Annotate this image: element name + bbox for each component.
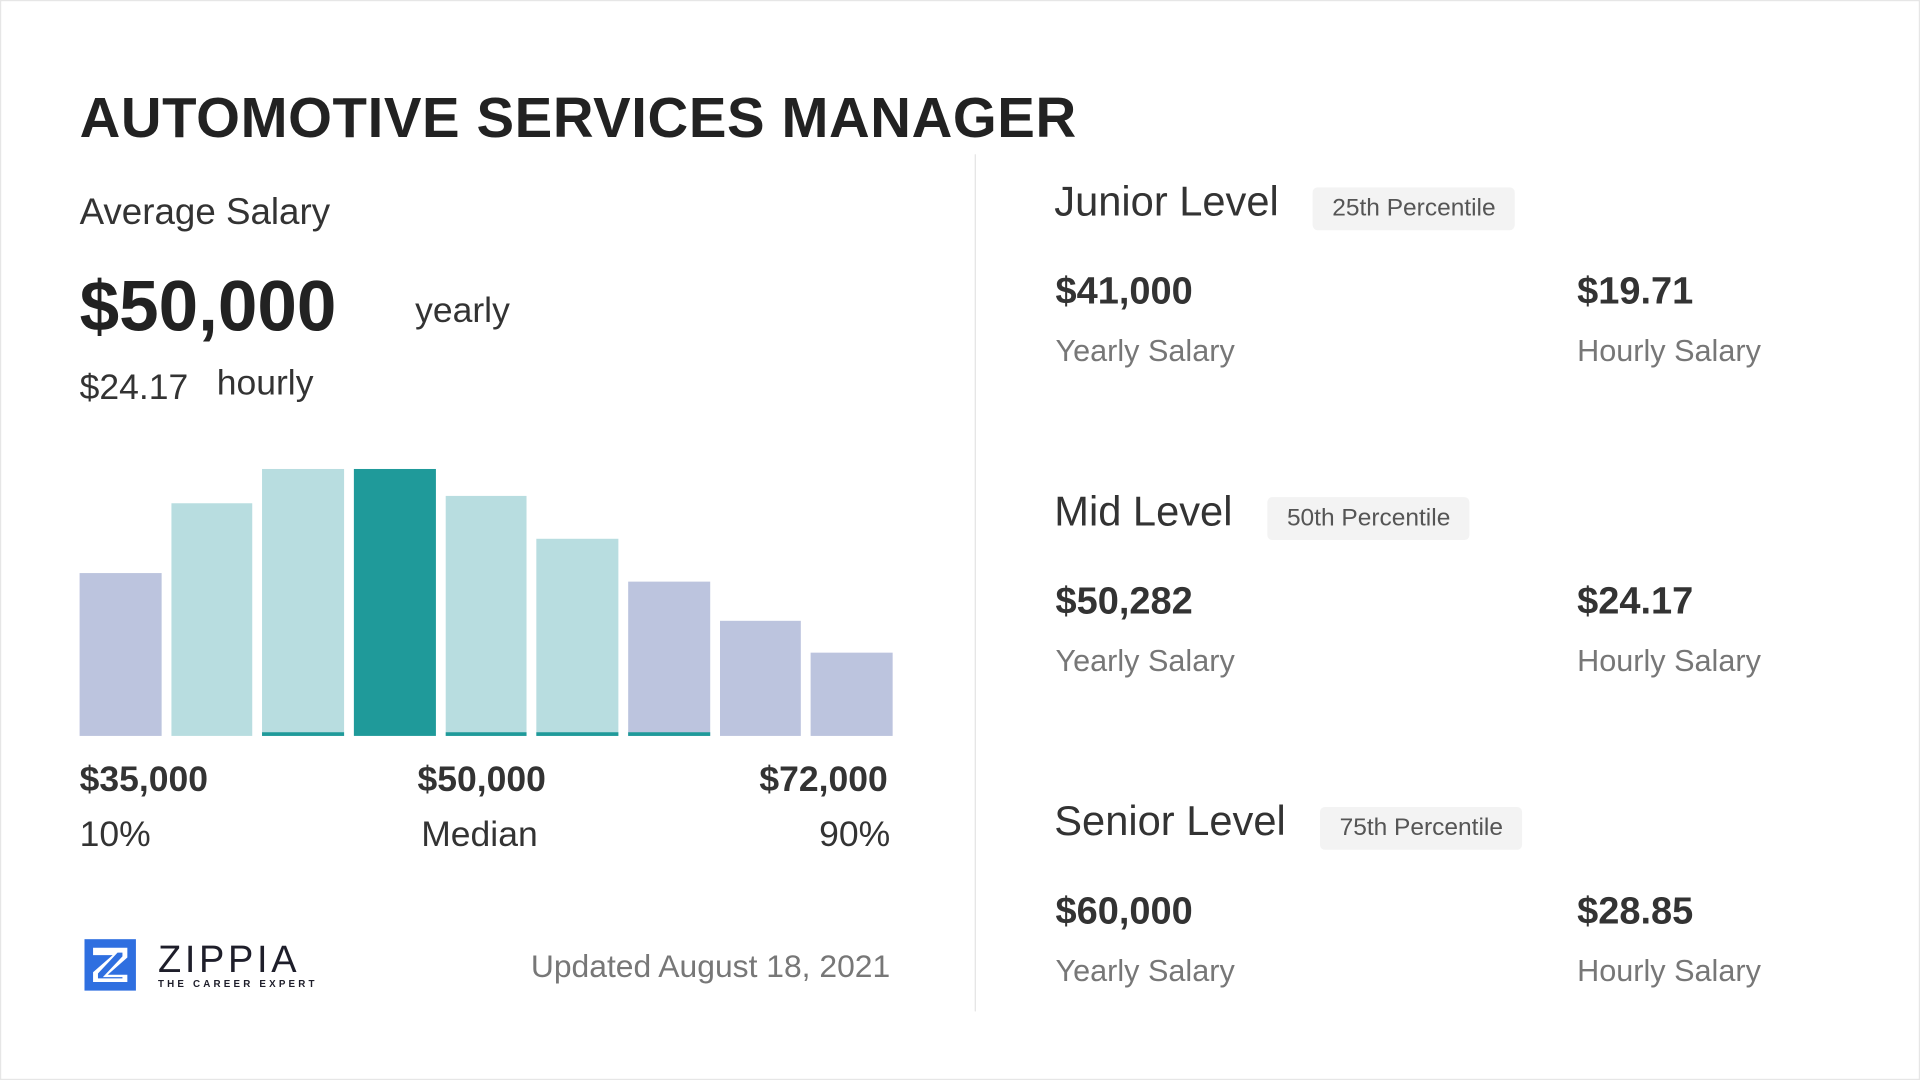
tick-value-median: $50,000 bbox=[417, 760, 546, 800]
tick-label-low: 10% bbox=[79, 815, 151, 855]
level-name: Junior Level bbox=[1054, 178, 1279, 226]
percentile-badge: 75th Percentile bbox=[1320, 806, 1523, 850]
percentile-badge: 25th Percentile bbox=[1312, 187, 1516, 231]
histogram-bar bbox=[628, 581, 710, 736]
divider bbox=[974, 154, 976, 1012]
histogram-bar-median bbox=[353, 468, 436, 736]
average-yearly-value: $50,000 bbox=[79, 266, 337, 347]
bar-underline bbox=[536, 732, 619, 736]
page-title: AUTOMOTIVE SERVICES MANAGER bbox=[79, 85, 1077, 150]
hourly-salary-value: $19.71 bbox=[1577, 269, 1694, 313]
histogram-bar bbox=[262, 468, 345, 736]
average-salary-label: Average Salary bbox=[79, 192, 331, 233]
histogram-bar bbox=[719, 621, 802, 736]
percentile-badge: 50th Percentile bbox=[1267, 497, 1470, 541]
level-name: Senior Level bbox=[1054, 798, 1286, 845]
average-yearly-unit: yearly bbox=[415, 291, 510, 331]
yearly-salary-value: $50,282 bbox=[1055, 579, 1193, 623]
hourly-salary-label: Hourly Salary bbox=[1577, 334, 1761, 369]
histogram-bar bbox=[536, 538, 619, 736]
yearly-salary-value: $60,000 bbox=[1055, 888, 1193, 932]
yearly-salary-label: Yearly Salary bbox=[1055, 334, 1235, 369]
tick-value-low: $35,000 bbox=[79, 760, 208, 800]
bar-underline bbox=[445, 732, 527, 736]
hourly-salary-label: Hourly Salary bbox=[1577, 644, 1761, 679]
hourly-salary-value: $24.17 bbox=[1577, 579, 1694, 623]
bar-underline bbox=[628, 732, 710, 736]
hourly-salary-value: $28.85 bbox=[1577, 888, 1694, 932]
zippia-logo[interactable]: ZIPPIA THE CAREER EXPERT bbox=[83, 937, 314, 994]
histogram-bar bbox=[79, 573, 162, 736]
level-name: Mid Level bbox=[1054, 488, 1233, 536]
bar-underline bbox=[262, 732, 345, 736]
zippia-logo-icon bbox=[84, 939, 136, 991]
yearly-salary-label: Yearly Salary bbox=[1055, 644, 1235, 679]
hourly-salary-label: Hourly Salary bbox=[1577, 953, 1761, 989]
average-hourly-unit: hourly bbox=[216, 363, 314, 403]
yearly-salary-label: Yearly Salary bbox=[1055, 953, 1235, 989]
logo-name: ZIPPIA bbox=[157, 937, 301, 981]
yearly-salary-value: $41,000 bbox=[1055, 269, 1193, 313]
histogram-bar bbox=[171, 503, 253, 736]
histogram-bar bbox=[811, 653, 893, 736]
tick-label-high: 90% bbox=[819, 815, 891, 855]
tick-label-median: Median bbox=[421, 815, 538, 855]
logo-tagline: THE CAREER EXPERT bbox=[157, 978, 318, 990]
histogram-bar bbox=[445, 495, 527, 736]
tick-value-high: $72,000 bbox=[759, 760, 888, 800]
updated-date: Updated August 18, 2021 bbox=[530, 947, 891, 985]
average-hourly-value: $24.17 bbox=[79, 368, 189, 408]
salary-histogram bbox=[79, 454, 893, 736]
